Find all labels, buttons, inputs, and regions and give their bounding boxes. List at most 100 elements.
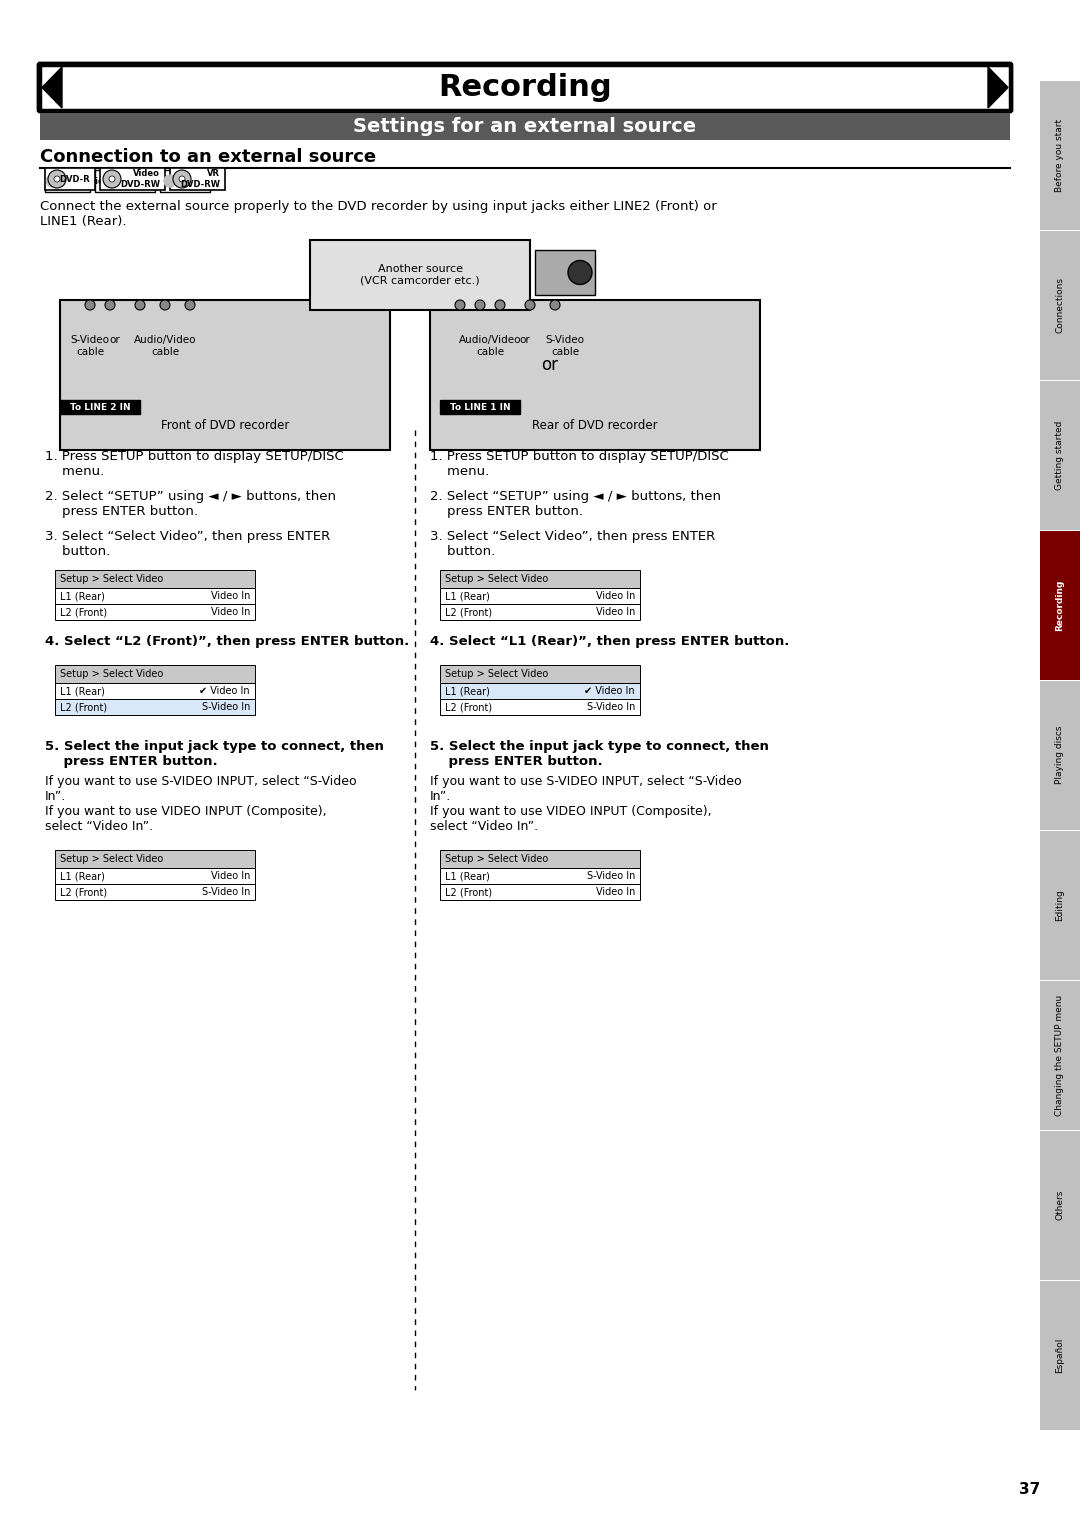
- Text: Front of DVD recorder: Front of DVD recorder: [161, 419, 289, 431]
- Circle shape: [104, 176, 116, 186]
- Text: S-Video
cable: S-Video cable: [545, 335, 584, 356]
- Text: 1. Press SETUP button to display SETUP/DISC
    menu.: 1. Press SETUP button to display SETUP/D…: [430, 451, 729, 478]
- Text: or: or: [541, 356, 558, 374]
- Text: To LINE 1 IN: To LINE 1 IN: [449, 402, 511, 411]
- Circle shape: [54, 176, 60, 182]
- Circle shape: [173, 170, 191, 188]
- Bar: [55, 885, 255, 900]
- Bar: [1040, 532, 1080, 680]
- Circle shape: [164, 176, 176, 186]
- Text: Setup > Select Video: Setup > Select Video: [60, 669, 163, 678]
- Text: Setup > Select Video: Setup > Select Video: [445, 575, 549, 584]
- Bar: [55, 588, 255, 604]
- Text: Audio/Video
cable: Audio/Video cable: [134, 335, 197, 356]
- Text: Others: Others: [1055, 1190, 1065, 1221]
- Text: Rear of DVD recorder: Rear of DVD recorder: [532, 419, 658, 431]
- Bar: [440, 683, 640, 698]
- Text: Video In: Video In: [211, 871, 249, 882]
- Text: L2 (Front): L2 (Front): [445, 886, 492, 897]
- Circle shape: [455, 299, 465, 310]
- Circle shape: [550, 299, 561, 310]
- Text: Playing discs: Playing discs: [1055, 726, 1065, 784]
- Text: DVD-R: DVD-R: [59, 174, 90, 183]
- Text: or: or: [110, 335, 120, 345]
- Text: S-Video In: S-Video In: [586, 871, 635, 882]
- Text: Connections: Connections: [1055, 277, 1065, 333]
- Bar: [440, 570, 640, 588]
- Text: If you want to use S-VIDEO INPUT, select “S-Video
In”.
If you want to use VIDEO : If you want to use S-VIDEO INPUT, select…: [430, 775, 742, 833]
- FancyBboxPatch shape: [38, 63, 1012, 112]
- Text: Getting started: Getting started: [1055, 420, 1065, 489]
- Bar: [55, 683, 255, 698]
- Text: 3. Select “Select Video”, then press ENTER
    button.: 3. Select “Select Video”, then press ENT…: [430, 530, 715, 558]
- Text: Changing the SETUP menu: Changing the SETUP menu: [1055, 995, 1065, 1115]
- Text: Setup > Select Video: Setup > Select Video: [445, 854, 549, 863]
- Bar: [535, 251, 595, 295]
- Circle shape: [46, 176, 58, 186]
- Bar: [440, 604, 640, 620]
- Text: S-Video In: S-Video In: [202, 701, 249, 712]
- Text: Connect the external source properly to the DVD recorder by using input jacks ei: Connect the external source properly to …: [40, 200, 717, 228]
- Text: S-Video In: S-Video In: [202, 886, 249, 897]
- Bar: [310, 240, 530, 310]
- Text: or: or: [519, 335, 530, 345]
- Bar: [55, 850, 255, 868]
- Circle shape: [105, 299, 114, 310]
- Text: To LINE 2 IN: To LINE 2 IN: [70, 402, 131, 411]
- Text: 4. Select “L1 (Rear)”, then press ENTER button.: 4. Select “L1 (Rear)”, then press ENTER …: [430, 636, 789, 648]
- Bar: [45, 170, 90, 193]
- Text: Setup > Select Video: Setup > Select Video: [445, 669, 549, 678]
- Text: Recording: Recording: [438, 73, 611, 102]
- Bar: [1040, 231, 1080, 380]
- Text: Before you start: Before you start: [1055, 119, 1065, 191]
- Circle shape: [48, 170, 66, 188]
- Text: 3. Select “Select Video”, then press ENTER
    button.: 3. Select “Select Video”, then press ENT…: [45, 530, 330, 558]
- Bar: [60, 400, 140, 414]
- Text: Setup > Select Video: Setup > Select Video: [60, 575, 163, 584]
- Text: Another source
(VCR camcorder etc.): Another source (VCR camcorder etc.): [361, 264, 480, 286]
- Circle shape: [495, 299, 505, 310]
- Text: 5. Select the input jack type to connect, then
    press ENTER button.: 5. Select the input jack type to connect…: [45, 740, 383, 769]
- Text: L2 (Front): L2 (Front): [60, 607, 107, 617]
- Bar: [1040, 380, 1080, 530]
- Circle shape: [475, 299, 485, 310]
- Text: 2. Select “SETUP” using ◄ / ► buttons, then
    press ENTER button.: 2. Select “SETUP” using ◄ / ► buttons, t…: [430, 490, 721, 518]
- Bar: [1040, 1131, 1080, 1280]
- Bar: [95, 170, 156, 193]
- Text: L2 (Front): L2 (Front): [60, 701, 107, 712]
- Circle shape: [185, 299, 195, 310]
- Bar: [1040, 681, 1080, 830]
- Text: L2 (Front): L2 (Front): [445, 701, 492, 712]
- Text: 37: 37: [1020, 1482, 1041, 1497]
- Text: L1 (Rear): L1 (Rear): [60, 591, 105, 601]
- Text: Video In: Video In: [596, 591, 635, 601]
- Bar: [440, 665, 640, 683]
- Text: 2. Select “SETUP” using ◄ / ► buttons, then
    press ENTER button.: 2. Select “SETUP” using ◄ / ► buttons, t…: [45, 490, 336, 518]
- Circle shape: [179, 176, 185, 182]
- Bar: [430, 299, 760, 451]
- Bar: [160, 170, 210, 193]
- Polygon shape: [988, 67, 1008, 108]
- Text: ✔ Video In: ✔ Video In: [584, 686, 635, 695]
- Text: If you want to use S-VIDEO INPUT, select “S-Video
In”.
If you want to use VIDEO : If you want to use S-VIDEO INPUT, select…: [45, 775, 356, 833]
- Bar: [1040, 1280, 1080, 1430]
- Circle shape: [568, 260, 592, 284]
- Text: Connection to an external source: Connection to an external source: [40, 148, 376, 167]
- Text: L1 (Rear): L1 (Rear): [60, 871, 105, 882]
- Circle shape: [109, 176, 114, 182]
- Text: L1 (Rear): L1 (Rear): [445, 686, 490, 695]
- Bar: [55, 570, 255, 588]
- Text: L1 (Rear): L1 (Rear): [445, 591, 490, 601]
- Bar: [1040, 81, 1080, 231]
- Circle shape: [103, 170, 121, 188]
- Bar: [440, 698, 640, 715]
- Text: S-Video
cable: S-Video cable: [70, 335, 109, 356]
- Bar: [440, 850, 640, 868]
- Bar: [440, 885, 640, 900]
- Text: S-Video In: S-Video In: [586, 701, 635, 712]
- Bar: [40, 66, 1010, 110]
- Bar: [170, 168, 225, 189]
- Text: 4. Select “L2 (Front)”, then press ENTER button.: 4. Select “L2 (Front)”, then press ENTER…: [45, 636, 409, 648]
- Text: Audio/Video
cable: Audio/Video cable: [459, 335, 522, 356]
- Text: L1 (Rear): L1 (Rear): [445, 871, 490, 882]
